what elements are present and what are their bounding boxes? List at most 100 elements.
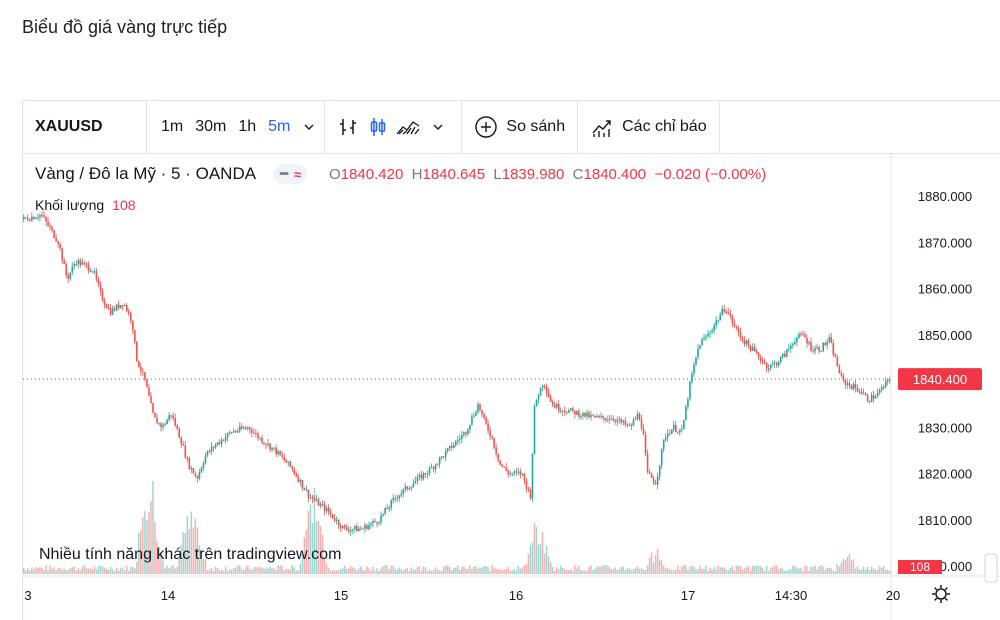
price-chart[interactable]: 1880.0001870.0001860.0001850.0001840.000… <box>23 154 1000 620</box>
volume-bar <box>527 553 530 574</box>
volume-bar <box>297 570 300 574</box>
volume-bar <box>109 566 112 574</box>
candle-body <box>51 227 53 231</box>
candle-body <box>152 403 154 413</box>
volume-bar <box>533 522 536 574</box>
symbol-search-button[interactable]: XAUUSD <box>23 101 147 153</box>
compare-button[interactable]: So sánh <box>462 101 579 153</box>
volume-bar <box>125 565 128 574</box>
volume-bar <box>723 567 725 574</box>
candle-body <box>626 424 629 426</box>
legend-toggle-pill[interactable]: ━ ≈ <box>274 164 308 184</box>
candle-body <box>884 381 887 387</box>
interval-1h[interactable]: 1h <box>238 118 257 135</box>
candle-body <box>701 339 703 346</box>
candle-body <box>368 525 370 530</box>
candle-body <box>178 428 181 438</box>
candle-body <box>596 416 598 418</box>
volume-bar <box>87 568 90 574</box>
candle-body <box>745 340 748 345</box>
volume-bar <box>578 565 580 574</box>
bars-chart-icon[interactable] <box>333 112 363 142</box>
volume-bar <box>51 568 53 574</box>
candle-body <box>872 395 875 399</box>
volume-bar <box>57 568 59 574</box>
candle-body <box>236 430 239 432</box>
candle-body <box>115 304 118 311</box>
volume-bar <box>858 569 861 574</box>
interval-5m[interactable]: 5m <box>268 118 291 135</box>
volume-bar <box>529 545 532 574</box>
candle-body <box>834 354 837 357</box>
volume-bar <box>457 565 459 574</box>
candle-body <box>386 508 388 510</box>
candle-body <box>830 337 833 343</box>
chevron-down-icon[interactable] <box>296 120 318 134</box>
candle-body <box>572 408 574 411</box>
candle-body <box>507 470 510 475</box>
indicators-button[interactable]: Các chỉ báo <box>578 101 720 153</box>
volume-bar <box>513 569 516 574</box>
candle-body <box>31 216 33 221</box>
volume-bar <box>378 570 380 574</box>
candle-body <box>241 426 243 429</box>
volume-bar <box>614 567 616 574</box>
candle-body <box>737 327 740 333</box>
volume-bar <box>493 568 495 574</box>
volume-bar <box>559 565 562 574</box>
candle-body <box>259 437 261 439</box>
volume-bar <box>368 568 370 574</box>
chevron-down-icon[interactable] <box>423 112 453 142</box>
volume-bar <box>412 569 415 574</box>
volume-bar <box>697 569 699 574</box>
volume-bar <box>81 566 84 574</box>
gear-icon[interactable] <box>932 585 950 603</box>
tradingview-watermark[interactable]: Nhiều tính năng khác trên tradingview.co… <box>39 546 342 563</box>
interval-1m[interactable]: 1m <box>161 118 184 135</box>
volume-bar <box>876 569 879 574</box>
candle-body <box>277 451 279 455</box>
candle-body <box>47 221 49 226</box>
candle-body <box>743 340 746 345</box>
area-chart-icon[interactable] <box>393 112 423 142</box>
candle-body <box>685 406 687 421</box>
volume-bar <box>337 570 340 574</box>
interval-30m[interactable]: 30m <box>195 118 227 135</box>
candle-body <box>214 444 217 448</box>
volume-bar <box>668 569 671 574</box>
candle-body <box>812 350 814 352</box>
candle-body <box>551 401 554 405</box>
candle-body <box>535 399 538 406</box>
candle-body <box>33 216 35 219</box>
volume-bar <box>491 565 493 574</box>
candle-body <box>543 385 546 387</box>
candle-body <box>598 416 600 418</box>
volume-bar <box>111 569 114 574</box>
volume-bar <box>727 570 730 574</box>
chart-area[interactable]: 1880.0001870.0001860.0001850.0001840.000… <box>23 154 1000 620</box>
volume-bar <box>281 565 283 574</box>
volume-label[interactable]: Khối lượng <box>35 197 105 213</box>
candle-body <box>400 493 403 496</box>
candle-body <box>174 417 176 426</box>
candle-body <box>309 497 312 499</box>
candle-body <box>25 216 27 219</box>
candles-chart-icon[interactable] <box>363 112 393 142</box>
candle-body <box>703 337 705 340</box>
symbol-title[interactable]: Vàng / Đô la Mỹ · 5 · OANDA <box>35 164 257 183</box>
price-tick-label: 1880.000 <box>918 189 972 204</box>
candle-body <box>675 424 677 432</box>
candle-body <box>321 504 324 506</box>
volume-bar <box>142 517 144 574</box>
volume-bar <box>568 569 570 574</box>
volume-bar <box>331 570 334 574</box>
volume-bar <box>582 570 584 574</box>
candle-body <box>333 518 336 521</box>
volume-bar <box>511 570 514 574</box>
candle-body <box>382 513 384 516</box>
volume-bar <box>685 565 687 574</box>
volume-bar <box>545 545 548 574</box>
volume-bar <box>816 569 818 574</box>
volume-bar <box>618 569 621 574</box>
candle-body <box>491 436 493 439</box>
